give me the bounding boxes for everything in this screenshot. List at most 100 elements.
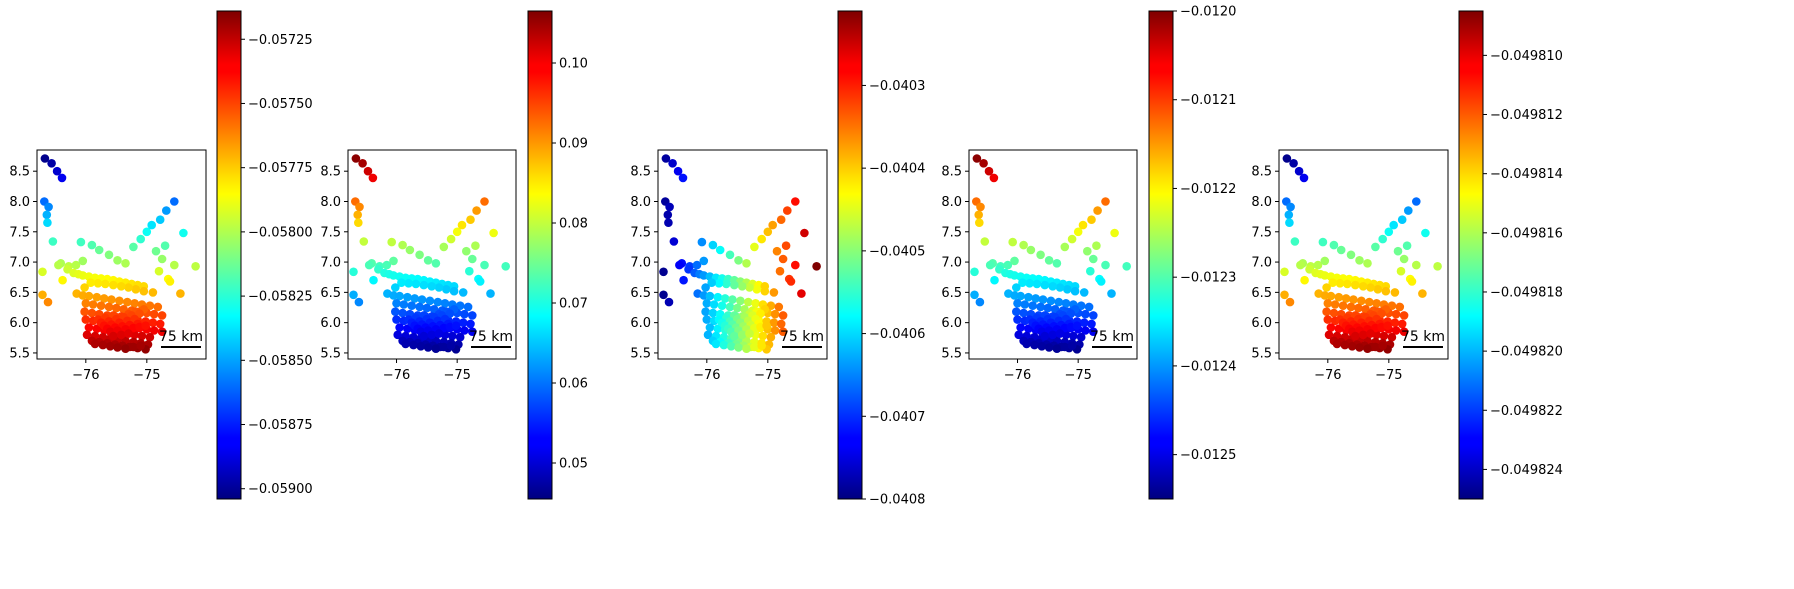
scatter-point <box>148 288 158 297</box>
scatter-point <box>766 332 776 342</box>
scatter-point <box>1351 280 1360 290</box>
y-tick-label: 7.0 <box>320 256 341 271</box>
scatter-point <box>974 210 983 220</box>
scatter-point <box>1340 340 1350 350</box>
scatter-point <box>404 279 413 288</box>
scatter-point <box>1013 315 1022 324</box>
scatter-point <box>78 256 88 266</box>
colorbar <box>1148 10 1174 500</box>
scatter-point <box>191 262 200 271</box>
scatter-point <box>349 290 358 300</box>
scatter-point <box>1054 297 1064 307</box>
scatter-point <box>1347 342 1357 351</box>
scatter-point <box>737 282 747 291</box>
scatter-point <box>1322 307 1331 317</box>
y-tick-label: 6.0 <box>320 316 341 331</box>
scatter-point <box>40 154 50 163</box>
scatter-point <box>1330 300 1340 309</box>
scatter-point <box>92 292 102 302</box>
scatter-point <box>1101 197 1110 206</box>
scatter-point <box>1019 240 1028 250</box>
scatter-point <box>87 240 97 250</box>
scatter-point <box>145 332 155 342</box>
scatter-point <box>762 321 771 331</box>
scatter-point <box>1381 286 1391 296</box>
scatter-point <box>1069 331 1078 341</box>
scatter-point <box>1294 166 1304 176</box>
scatter-point <box>1365 297 1374 307</box>
scatter-point <box>1322 283 1331 292</box>
scale-bar-label: 75 km <box>780 329 824 345</box>
scatter-point <box>745 329 754 338</box>
scatter-point <box>778 311 788 320</box>
scatter-point <box>80 283 89 292</box>
scatter-point <box>1289 159 1298 168</box>
scatter-point <box>989 173 999 183</box>
y-tick-label: 7.5 <box>9 225 30 240</box>
colorbar-tick-label: −0.0406 <box>869 327 925 342</box>
scatter-point <box>1399 327 1409 337</box>
scatter-point <box>1030 340 1039 350</box>
scatter-point <box>52 166 62 176</box>
colorbar-tick-label: −0.05725 <box>248 33 313 48</box>
scatter-point <box>468 327 477 337</box>
scatter-point <box>486 289 495 298</box>
scatter-point <box>800 228 809 238</box>
scatter-point <box>1389 220 1398 230</box>
scatter-point <box>149 326 159 335</box>
scatter-point <box>1313 260 1323 270</box>
scatter-point <box>1078 220 1088 230</box>
scatter-point <box>116 282 126 291</box>
scatter-point <box>1060 242 1070 252</box>
scatter-point <box>1020 300 1030 309</box>
scatter-point <box>979 159 988 168</box>
scatter-point <box>113 343 122 352</box>
colorbar-tick-label: −0.049810 <box>1490 49 1563 64</box>
colorbar-tick-label: 0.08 <box>559 217 588 232</box>
y-tick-label: 6.0 <box>1251 316 1272 331</box>
scatter-point <box>351 154 361 163</box>
scatter-point <box>750 342 759 352</box>
colorbar-tick-label: −0.049816 <box>1490 226 1563 241</box>
y-tick-label: 6.5 <box>941 286 962 301</box>
scatter-point <box>990 275 999 285</box>
scatter-point <box>659 290 668 300</box>
scatter-point <box>38 267 47 277</box>
colorbar-tick-label: −0.05825 <box>248 290 313 305</box>
scatter-point <box>701 307 710 317</box>
scatter-point <box>1046 296 1056 306</box>
scatter-point <box>129 342 138 352</box>
scatter-point <box>405 245 415 255</box>
scatter-point <box>1335 279 1345 288</box>
scatter-point <box>708 240 718 250</box>
scatter-point <box>84 323 94 332</box>
scatter-point <box>750 242 759 252</box>
scatter-point <box>105 342 115 351</box>
scatter-point <box>449 286 459 296</box>
scatter-point <box>786 277 796 286</box>
scale-bar-label: 75 km <box>469 329 513 345</box>
scatter-point <box>664 297 674 307</box>
scatter-point <box>462 246 471 256</box>
scatter-point <box>43 297 53 307</box>
scatter-point <box>170 197 179 206</box>
x-tick-label: −75 <box>133 368 160 383</box>
scatter-point <box>1089 311 1098 320</box>
scatter-point <box>699 256 709 266</box>
scatter-point <box>1031 294 1040 303</box>
scatter-point <box>391 307 400 317</box>
scatter-point <box>1384 227 1394 237</box>
scatter-point <box>1083 246 1092 256</box>
scatter-point <box>1395 302 1405 312</box>
panel-2: −76 −75 5.5 6.0 6.5 7.0 7.5 8.0 8.5 75 km 0.10 0.09… <box>320 10 588 500</box>
scatter-point <box>776 215 786 224</box>
scatter-point <box>730 280 739 290</box>
scatter-point <box>1285 218 1294 227</box>
scatter-point <box>1412 197 1421 206</box>
scatter-point <box>1343 279 1352 289</box>
scatter-point <box>778 254 788 264</box>
scatter-point <box>458 288 468 297</box>
scatter-point <box>984 166 994 176</box>
scatter-points <box>1280 154 1442 354</box>
scatter-point <box>1067 234 1077 244</box>
